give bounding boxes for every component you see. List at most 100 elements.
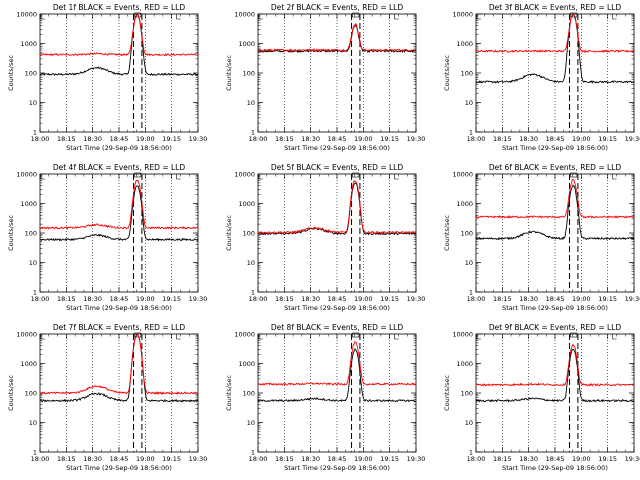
x-axis-label: Start Time (29-Sep-09 18:56:00) bbox=[66, 464, 172, 472]
y-tick-label: 1000 bbox=[20, 200, 37, 208]
series-line-lld bbox=[39, 334, 199, 395]
y-tick-label: 10000 bbox=[234, 171, 255, 179]
y-axis-label: Counts/sec bbox=[225, 215, 233, 251]
event-marker-box bbox=[352, 12, 360, 18]
x-tick-label: 19:00 bbox=[354, 295, 373, 303]
y-tick-label: 10 bbox=[465, 99, 473, 107]
x-tick-label: 18:00 bbox=[467, 135, 486, 143]
y-axis-label: Counts/sec bbox=[225, 375, 233, 411]
x-tick-label: 19:30 bbox=[407, 135, 426, 143]
plot-frame bbox=[39, 173, 199, 293]
y-tick-label: 1 bbox=[33, 289, 37, 297]
y-tick-label: 10000 bbox=[16, 331, 37, 339]
plot-frame bbox=[257, 13, 417, 133]
corner-marker bbox=[612, 174, 617, 180]
x-tick-label: 18:30 bbox=[83, 135, 102, 143]
x-tick-label: 19:30 bbox=[407, 295, 426, 303]
panel-det-7: Det 7f BLACK = Events, RED = LLD 1 10 100 10… bbox=[7, 323, 207, 472]
corner-marker bbox=[40, 334, 45, 340]
x-tick-label: 19:00 bbox=[354, 455, 373, 463]
series-line-events bbox=[257, 348, 417, 403]
event-marker-box bbox=[352, 332, 360, 338]
series-line-events bbox=[475, 14, 635, 84]
series-line-lld bbox=[39, 179, 199, 230]
plot-frame bbox=[475, 173, 635, 293]
y-tick-label: 10 bbox=[247, 99, 255, 107]
x-tick-label: 19:00 bbox=[572, 135, 591, 143]
x-tick-label: 19:15 bbox=[380, 135, 399, 143]
x-tick-label: 18:30 bbox=[83, 295, 102, 303]
y-tick-label: 100 bbox=[25, 70, 37, 78]
x-tick-label: 19:00 bbox=[136, 295, 155, 303]
x-axis-label: Start Time (29-Sep-09 18:56:00) bbox=[284, 144, 390, 152]
x-tick-label: 19:30 bbox=[625, 135, 640, 143]
x-tick-label: 19:00 bbox=[572, 295, 591, 303]
event-marker-box bbox=[570, 172, 578, 178]
x-tick-label: 18:00 bbox=[31, 295, 50, 303]
y-tick-label: 1 bbox=[469, 449, 473, 457]
y-tick-label: 1 bbox=[33, 449, 37, 457]
x-tick-label: 18:00 bbox=[249, 295, 268, 303]
x-tick-label: 18:15 bbox=[57, 455, 76, 463]
y-tick-label: 10000 bbox=[452, 11, 473, 19]
y-axis-label: Counts/sec bbox=[7, 215, 15, 251]
corner-marker bbox=[258, 14, 263, 20]
panel-title: Det 2f BLACK = Events, RED = LLD bbox=[271, 3, 404, 12]
y-axis-label: Counts/sec bbox=[443, 55, 451, 91]
x-tick-label: 19:00 bbox=[136, 135, 155, 143]
y-tick-label: 10 bbox=[29, 419, 37, 427]
x-axis-label: Start Time (29-Sep-09 18:56:00) bbox=[284, 304, 390, 312]
y-tick-label: 10 bbox=[247, 419, 255, 427]
panel-title: Det 8f BLACK = Events, RED = LLD bbox=[271, 323, 404, 332]
y-tick-label: 1 bbox=[33, 129, 37, 137]
y-tick-label: 100 bbox=[461, 70, 473, 78]
x-tick-label: 19:15 bbox=[598, 455, 617, 463]
corner-marker bbox=[40, 174, 45, 180]
event-marker-box bbox=[134, 12, 142, 18]
x-tick-label: 19:30 bbox=[625, 455, 640, 463]
y-tick-label: 10 bbox=[465, 259, 473, 267]
panel-title: Det 3f BLACK = Events, RED = LLD bbox=[489, 3, 622, 12]
x-tick-label: 18:45 bbox=[328, 135, 347, 143]
x-tick-label: 18:30 bbox=[301, 455, 320, 463]
series-line-lld bbox=[475, 343, 635, 387]
x-axis-label: Start Time (29-Sep-09 18:56:00) bbox=[66, 304, 172, 312]
corner-marker bbox=[476, 334, 481, 340]
series-line-lld bbox=[257, 180, 417, 235]
x-tick-label: 18:30 bbox=[519, 295, 538, 303]
y-tick-label: 10000 bbox=[16, 171, 37, 179]
series-line-events bbox=[39, 185, 199, 242]
x-tick-label: 18:00 bbox=[31, 455, 50, 463]
x-axis-label: Start Time (29-Sep-09 18:56:00) bbox=[66, 144, 172, 152]
x-tick-label: 18:45 bbox=[110, 455, 129, 463]
y-tick-label: 1000 bbox=[20, 40, 37, 48]
panel-title: Det 4f BLACK = Events, RED = LLD bbox=[53, 163, 186, 172]
x-tick-label: 18:30 bbox=[519, 455, 538, 463]
panel-det-5: Det 5f BLACK = Events, RED = LLD 1 10 100 10… bbox=[225, 163, 425, 312]
x-tick-label: 19:15 bbox=[598, 295, 617, 303]
x-tick-label: 18:45 bbox=[546, 295, 565, 303]
panel-det-4: Det 4f BLACK = Events, RED = LLD 1 10 100 10… bbox=[7, 163, 207, 312]
y-axis-label: Counts/sec bbox=[443, 215, 451, 251]
series-line-lld bbox=[257, 340, 417, 386]
corner-marker bbox=[476, 14, 481, 20]
x-tick-label: 18:15 bbox=[493, 295, 512, 303]
panel-det-3: Det 3f BLACK = Events, RED = LLD 1 10 100 10… bbox=[443, 3, 640, 152]
corner-marker bbox=[176, 14, 181, 20]
y-tick-label: 100 bbox=[25, 390, 37, 398]
x-tick-label: 19:00 bbox=[572, 455, 591, 463]
y-axis-label: Counts/sec bbox=[7, 375, 15, 411]
x-tick-label: 18:15 bbox=[275, 295, 294, 303]
x-tick-label: 18:15 bbox=[275, 455, 294, 463]
y-tick-label: 1 bbox=[251, 289, 255, 297]
series-line-events bbox=[475, 184, 635, 241]
plot-frame bbox=[475, 333, 635, 453]
panel-title: Det 9f BLACK = Events, RED = LLD bbox=[489, 323, 622, 332]
x-tick-label: 19:30 bbox=[407, 455, 426, 463]
x-tick-label: 18:00 bbox=[249, 135, 268, 143]
x-tick-label: 18:45 bbox=[110, 135, 129, 143]
x-tick-label: 19:15 bbox=[380, 295, 399, 303]
x-tick-label: 18:15 bbox=[57, 135, 76, 143]
x-tick-label: 18:45 bbox=[110, 295, 129, 303]
